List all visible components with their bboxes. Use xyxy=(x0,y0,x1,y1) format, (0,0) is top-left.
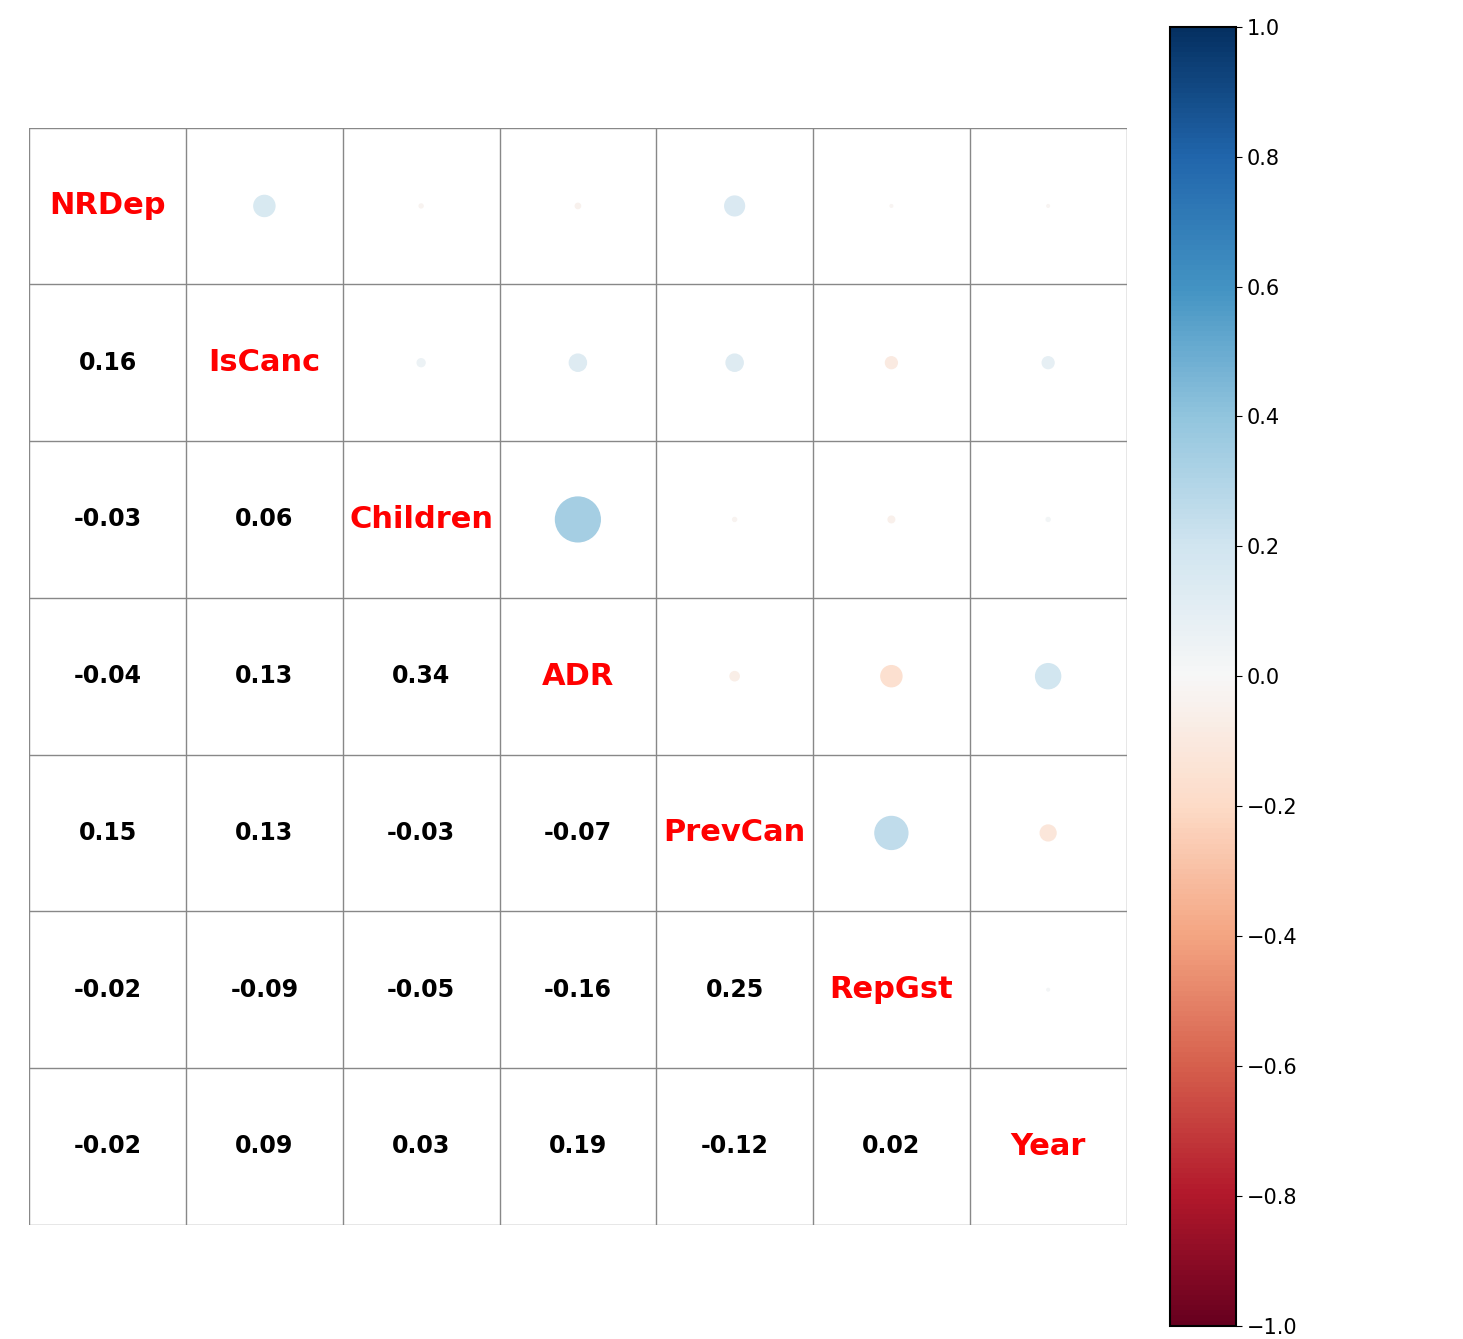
Circle shape xyxy=(1040,825,1056,841)
Text: -0.03: -0.03 xyxy=(388,821,455,845)
Circle shape xyxy=(733,517,736,521)
Text: 0.02: 0.02 xyxy=(862,1134,920,1158)
Text: 0.25: 0.25 xyxy=(705,977,764,1002)
Text: Year: Year xyxy=(1011,1131,1086,1161)
Text: 0.09: 0.09 xyxy=(236,1134,294,1158)
Text: -0.07: -0.07 xyxy=(544,821,612,845)
Circle shape xyxy=(1048,205,1049,208)
Circle shape xyxy=(417,359,426,367)
Circle shape xyxy=(1042,356,1053,368)
Text: 0.16: 0.16 xyxy=(79,351,136,375)
Circle shape xyxy=(1046,517,1050,521)
Text: -0.16: -0.16 xyxy=(544,977,612,1002)
Text: 0.13: 0.13 xyxy=(236,821,294,845)
Circle shape xyxy=(569,353,587,371)
Circle shape xyxy=(890,205,892,208)
Text: RepGst: RepGst xyxy=(830,975,954,1004)
Circle shape xyxy=(724,195,745,216)
Text: ADR: ADR xyxy=(541,661,614,691)
Circle shape xyxy=(875,817,909,849)
Circle shape xyxy=(420,204,423,208)
Text: 0.34: 0.34 xyxy=(392,664,451,688)
Text: IsCanc: IsCanc xyxy=(208,348,320,378)
Text: -0.02: -0.02 xyxy=(73,977,142,1002)
Circle shape xyxy=(1048,988,1049,991)
Text: -0.12: -0.12 xyxy=(701,1134,768,1158)
Circle shape xyxy=(575,204,581,209)
Text: Children: Children xyxy=(350,505,493,534)
Circle shape xyxy=(1036,664,1061,688)
Text: 0.03: 0.03 xyxy=(392,1134,451,1158)
Text: 0.13: 0.13 xyxy=(236,664,294,688)
Circle shape xyxy=(885,356,897,368)
Text: -0.04: -0.04 xyxy=(73,664,142,688)
Circle shape xyxy=(888,516,895,522)
Text: PrevCan: PrevCan xyxy=(664,818,806,848)
Text: -0.05: -0.05 xyxy=(388,977,455,1002)
Circle shape xyxy=(255,195,275,217)
Circle shape xyxy=(730,672,739,680)
Text: NRDep: NRDep xyxy=(50,191,165,221)
Text: 0.06: 0.06 xyxy=(236,507,294,532)
Circle shape xyxy=(556,497,600,542)
Text: -0.02: -0.02 xyxy=(73,1134,142,1158)
Text: 0.15: 0.15 xyxy=(79,821,136,845)
Circle shape xyxy=(881,665,901,687)
Text: -0.03: -0.03 xyxy=(73,507,142,532)
Text: -0.09: -0.09 xyxy=(230,977,298,1002)
Circle shape xyxy=(726,353,743,371)
Text: 0.19: 0.19 xyxy=(549,1134,607,1158)
